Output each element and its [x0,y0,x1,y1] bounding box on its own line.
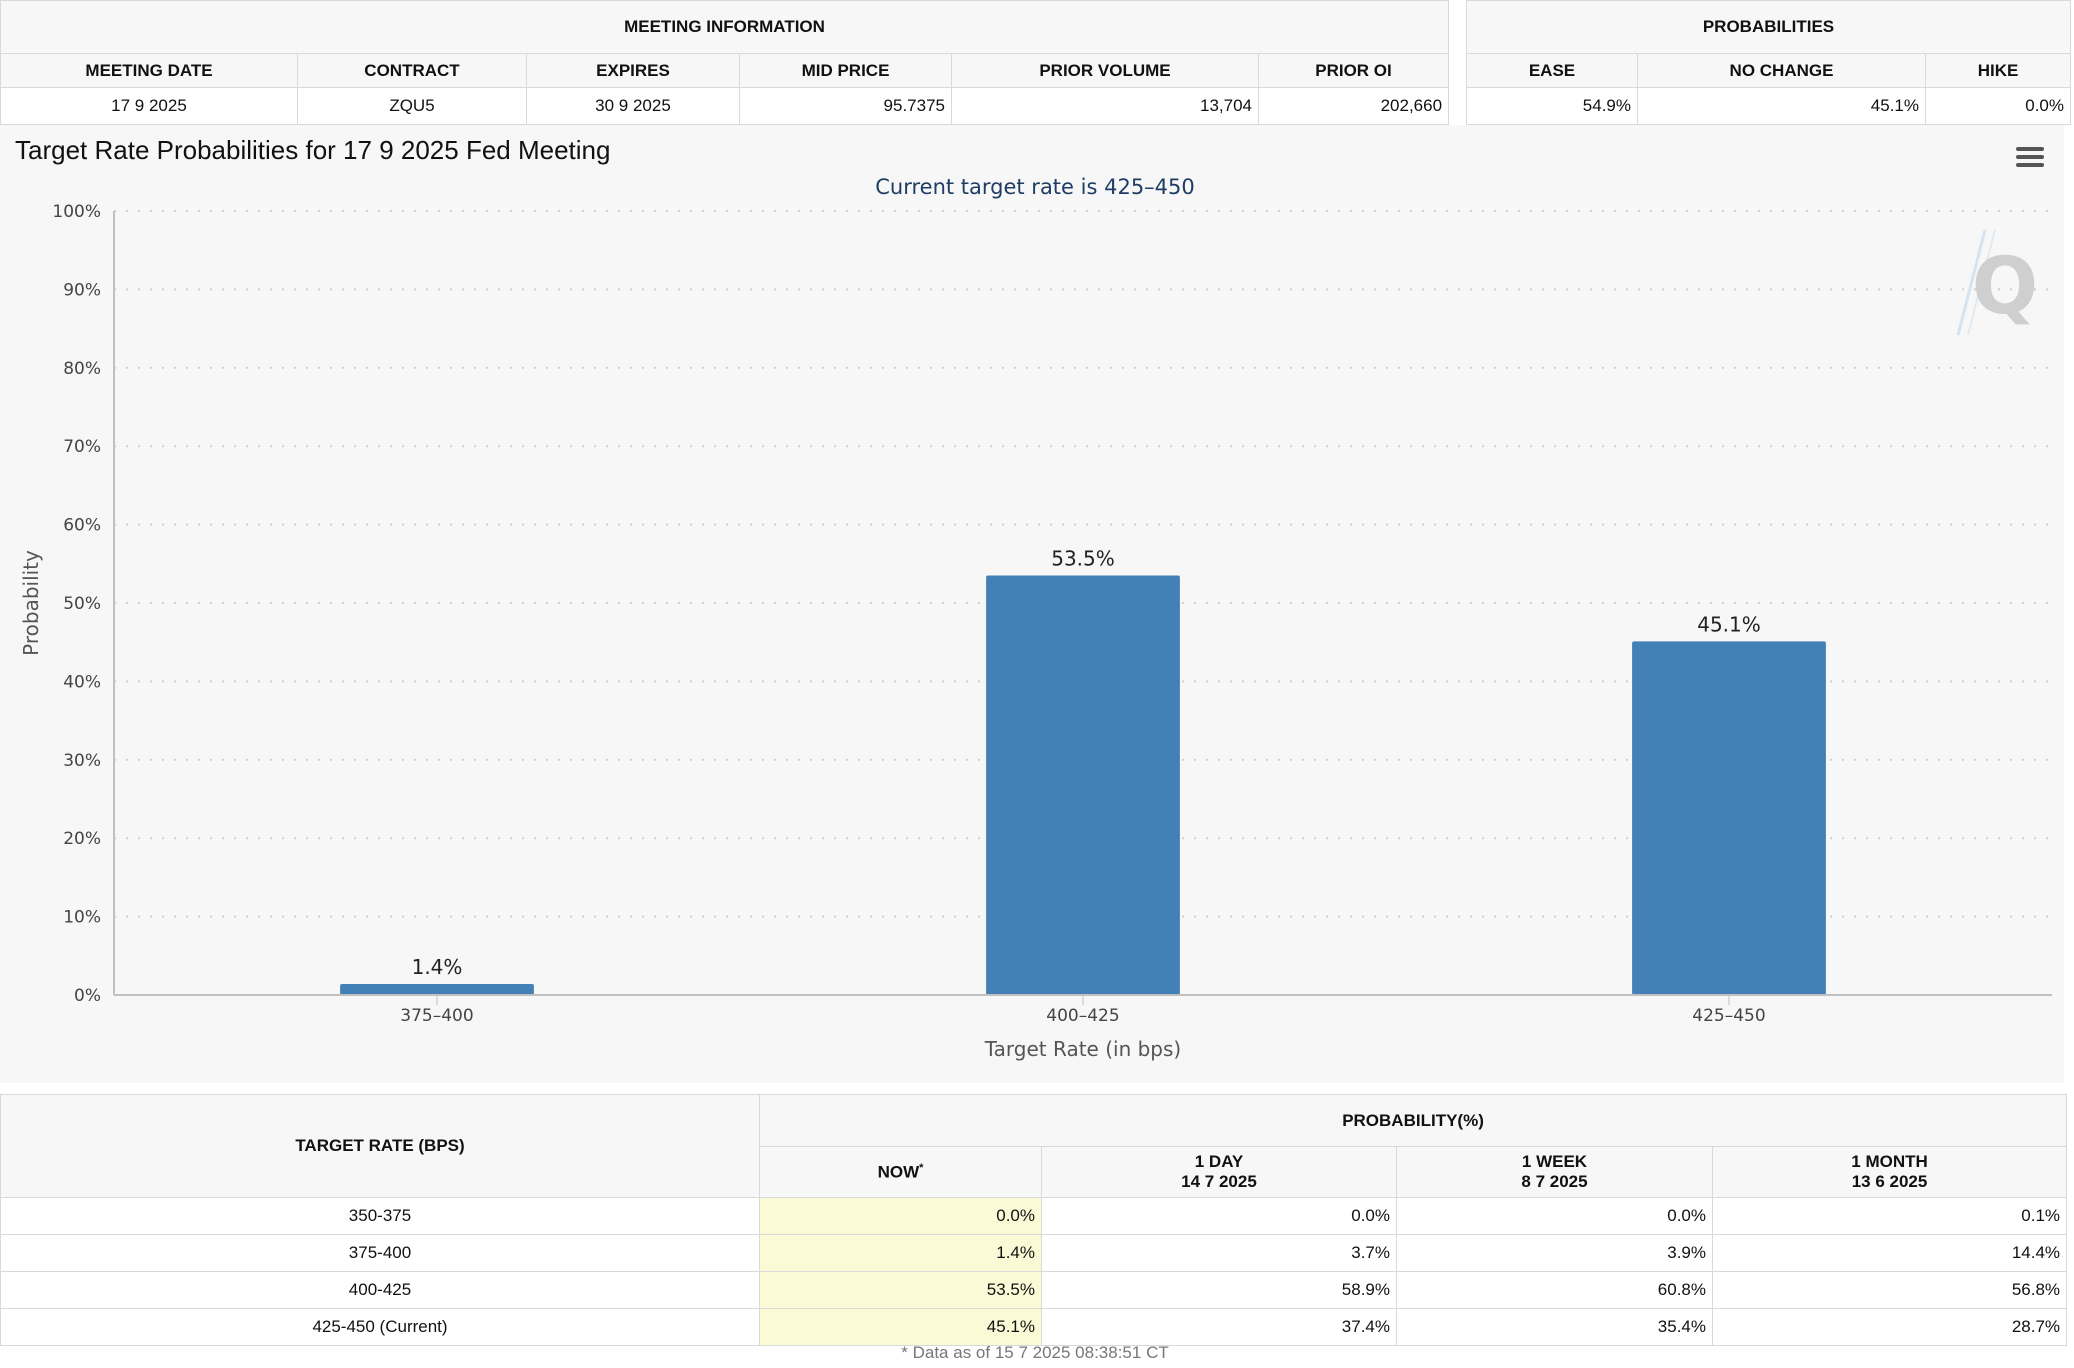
table-row: 375-400 1.4% 3.7% 3.9% 14.4% [0,1234,2068,1272]
table-row: 425-450 (Current) 45.1% 37.4% 35.4% 28.7… [0,1308,2068,1346]
day-cell: 0.0% [1041,1197,1397,1235]
now-cell: 1.4% [759,1234,1042,1272]
probability-history-table: TARGET RATE (BPS) PROBABILITY(%) NOW* 1 … [0,1094,2068,1346]
chart-subtitle: Current target rate is 425–450 [875,175,1195,199]
prior-oi-value: 202,660 [1257,87,1450,125]
week-cell: 60.8% [1396,1271,1713,1309]
data-labels: 1.4% 53.5% 45.1% [412,547,1761,979]
data-timestamp-footnote: * Data as of 15 7 2025 08:38:51 CT [901,1343,1169,1362]
x-tick-label: 400–425 [1046,1006,1119,1026]
bar[interactable] [1632,641,1826,995]
x-tick-label: 425–450 [1692,1006,1765,1026]
y-tick-label: 50% [63,594,101,614]
probability-header: PROBABILITY(%) [758,1094,2068,1147]
table-row: 350-375 0.0% 0.0% 0.0% 0.1% [0,1197,2068,1235]
probabilities-panel: PROBABILITIES EASE NO CHANGE HIKE 54.9% … [1466,0,2071,125]
no-change-value: 45.1% [1637,87,1926,125]
y-tick-label: 40% [63,672,101,692]
bar[interactable] [986,575,1180,995]
now-marker: * [919,1161,924,1174]
mid-price-value: 95.7375 [739,87,952,125]
chart-panel: Target Rate Probabilities for 17 9 2025 … [0,125,2064,1083]
month-cell: 28.7% [1711,1308,2068,1346]
expires-value: 30 9 2025 [526,87,740,125]
meeting-info-table: MEETING INFORMATION MEETING DATE CONTRAC… [0,0,1450,125]
one-day-header: 1 DAY 14 7 2025 [1041,1146,1397,1198]
hike-header: HIKE [1925,53,2071,88]
x-axis-title: Target Rate (in bps) [984,1037,1181,1061]
bar-data-label: 45.1% [1697,612,1761,636]
meeting-date-header: MEETING DATE [0,53,298,88]
ease-header: EASE [1466,53,1638,88]
y-tick-label: 100% [52,202,101,222]
one-month-header: 1 MONTH 13 6 2025 [1711,1146,2068,1198]
contract-header: CONTRACT [297,53,527,88]
day-cell: 37.4% [1041,1308,1397,1346]
probability-history-panel: TARGET RATE (BPS) PROBABILITY(%) NOW* 1 … [0,1094,2068,1346]
y-tick-label: 90% [63,280,101,300]
y-tick-label: 0% [74,986,101,1006]
prior-oi-header: PRIOR OI [1257,53,1450,88]
rate-cell: 350-375 [0,1197,760,1235]
rate-cell: 400-425 [0,1271,760,1309]
y-tick-label: 30% [63,751,101,771]
week-cell: 35.4% [1396,1308,1713,1346]
prior-volume-header: PRIOR VOLUME [951,53,1259,88]
x-axis-ticks: 375–400 400–425 425–450 [400,995,1766,1026]
target-rate-header: TARGET RATE (BPS) [0,1094,760,1198]
now-cell: 53.5% [759,1271,1042,1309]
mid-price-header: MID PRICE [739,53,952,88]
y-tick-label: 80% [63,359,101,379]
rate-cell: 425-450 (Current) [0,1308,760,1346]
expires-header: EXPIRES [526,53,740,88]
no-change-header: NO CHANGE [1637,53,1926,88]
week-cell: 0.0% [1396,1197,1713,1235]
meeting-info-panel: MEETING INFORMATION MEETING DATE CONTRAC… [0,0,1450,125]
y-tick-label: 60% [63,516,101,536]
now-header: NOW* [759,1146,1042,1198]
month-cell: 56.8% [1711,1271,2068,1309]
bar[interactable] [340,984,534,995]
bar-data-label: 53.5% [1051,547,1115,571]
contract-value: ZQU5 [297,87,527,125]
chart-title: Target Rate Probabilities for 17 9 2025 … [15,135,611,165]
hike-value: 0.0% [1925,87,2071,125]
prior-volume-value: 13,704 [951,87,1259,125]
one-week-header: 1 WEEK 8 7 2025 [1396,1146,1713,1198]
meeting-date-value: 17 9 2025 [0,87,298,125]
y-tick-label: 10% [63,908,101,928]
gridlines [114,210,2052,918]
bar-chart: Q 0% 10% 20% 30% 40% 50% 60% 70% 80% 90% 100% 1.4%… [19,202,2052,1061]
day-cell: 58.9% [1041,1271,1397,1309]
probabilities-table: PROBABILITIES EASE NO CHANGE HIKE 54.9% … [1466,0,2071,125]
day-cell: 3.7% [1041,1234,1397,1272]
y-tick-label: 20% [63,829,101,849]
now-cell: 45.1% [759,1308,1042,1346]
hamburger-menu-icon[interactable] [2016,147,2044,171]
svg-text:Q: Q [1972,242,2038,332]
x-tick-label: 375–400 [400,1006,473,1026]
rate-cell: 375-400 [0,1234,760,1272]
month-cell: 14.4% [1711,1234,2068,1272]
q-watermark-icon: Q [1956,229,2038,336]
bars [340,575,1826,995]
probabilities-title: PROBABILITIES [1466,0,2071,54]
bar-data-label: 1.4% [412,955,463,979]
meeting-info-title: MEETING INFORMATION [0,0,1450,54]
table-row: 400-425 53.5% 58.9% 60.8% 56.8% [0,1271,2068,1309]
week-cell: 3.9% [1396,1234,1713,1272]
ease-value: 54.9% [1466,87,1638,125]
y-axis-ticks: 0% 10% 20% 30% 40% 50% 60% 70% 80% 90% 100% [52,202,101,1006]
y-tick-label: 70% [63,437,101,457]
now-cell: 0.0% [759,1197,1042,1235]
y-axis-title: Probability [19,550,43,656]
month-cell: 0.1% [1711,1197,2068,1235]
